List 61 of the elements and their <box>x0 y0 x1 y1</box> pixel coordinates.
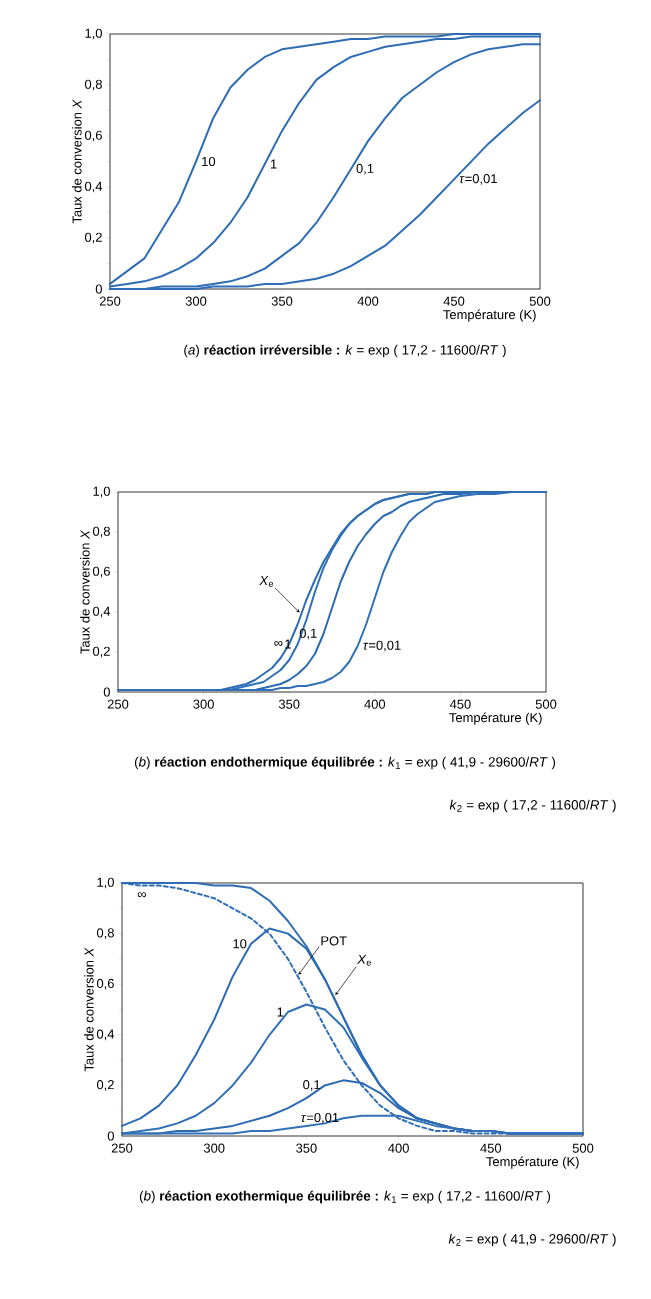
series-label: ∞ <box>274 640 283 646</box>
y-tick-label: 0,8 <box>84 79 102 91</box>
x-tick-label: 450 <box>480 1143 502 1153</box>
annotation: POT <box>321 936 347 946</box>
x-tick-label: 300 <box>185 296 207 306</box>
y-tick-label: 0 <box>95 284 102 294</box>
series-label: 10 <box>202 156 216 167</box>
series-label: 0,1 <box>356 163 374 175</box>
series-label: τ=0,01 <box>363 640 401 652</box>
x-axis-title: Température (K) <box>443 309 536 322</box>
x-tick-label: 500 <box>572 1143 594 1153</box>
x-axis-title: Température (K) <box>449 712 542 725</box>
y-tick-label: 0,8 <box>92 526 110 538</box>
annotation: X$_{e}$ <box>357 954 371 966</box>
x-tick-label: 400 <box>357 296 379 306</box>
series-label: τ=0,01 <box>301 1112 339 1124</box>
series-label: 1 <box>270 159 277 169</box>
x-tick-label: 450 <box>443 296 465 306</box>
y-tick-label: 0,2 <box>92 646 110 658</box>
y-axis-title: Taux de conversion X <box>72 99 82 224</box>
x-tick-label: 300 <box>203 1143 225 1153</box>
text: k$_{2}$ = exp ( 41,9 - 29600/RT ) <box>448 1233 616 1247</box>
y-tick-label: 0,2 <box>96 1080 114 1091</box>
text: k$_{2}$ = exp ( 17,2 - 11600/RT ) <box>449 799 616 813</box>
text: (b) réaction exothermique équilibrée : k$_{1}$ = exp ( 17,2 - 11600/RT ) <box>139 1190 551 1204</box>
x-tick-label: 500 <box>529 296 551 306</box>
series-label: 0,1 <box>303 1080 321 1091</box>
series-label: 1 <box>277 1007 284 1017</box>
x-tick-label: 300 <box>193 699 214 709</box>
x-tick-label: 250 <box>107 699 129 709</box>
x-tick-label: 250 <box>99 296 121 306</box>
y-axis-title: Taux de conversion X <box>80 529 90 654</box>
y-tick-label: 1,0 <box>97 877 114 889</box>
x-tick-label: 400 <box>364 699 386 709</box>
x-tick-label: 350 <box>278 699 300 709</box>
y-tick-label: 0,4 <box>92 606 111 618</box>
y-tick-label: 0,4 <box>96 1029 115 1041</box>
x-tick-label: 500 <box>535 699 557 709</box>
y-tick-label: 0,6 <box>96 978 114 990</box>
y-tick-label: 0,6 <box>84 130 102 142</box>
y-tick-label: 0,2 <box>84 232 102 244</box>
x-tick-label: 350 <box>271 296 293 306</box>
x-axis-title: Température (K) <box>486 1156 579 1169</box>
annotation: X$_{e}$ <box>259 576 274 587</box>
y-tick-label: 0 <box>107 1131 114 1141</box>
y-tick-label: 1,0 <box>85 28 102 40</box>
text: (a) réaction irréversible : k = exp ( 17,2 - 11600/RT ) <box>184 344 506 358</box>
x-tick-label: 400 <box>388 1143 409 1153</box>
x-tick-label: 250 <box>111 1143 133 1153</box>
text: (b) réaction endothermique équilibrée : k$_{1}$ = exp ( 41,9 - 29600/RT ) <box>134 756 556 770</box>
y-axis-title: Taux de conversion X <box>84 947 94 1072</box>
series-label: 10 <box>233 939 247 949</box>
y-tick-label: 0 <box>103 687 110 697</box>
y-tick-label: 0,6 <box>92 566 110 578</box>
y-tick-label: 1,0 <box>93 486 110 498</box>
y-tick-label: 0,4 <box>84 181 103 193</box>
x-tick-label: 450 <box>449 699 471 709</box>
series-label: ∞ <box>137 892 146 898</box>
x-tick-label: 350 <box>296 1143 317 1153</box>
y-tick-label: 0,8 <box>96 928 114 939</box>
series-label: τ=0,01 <box>459 174 497 185</box>
